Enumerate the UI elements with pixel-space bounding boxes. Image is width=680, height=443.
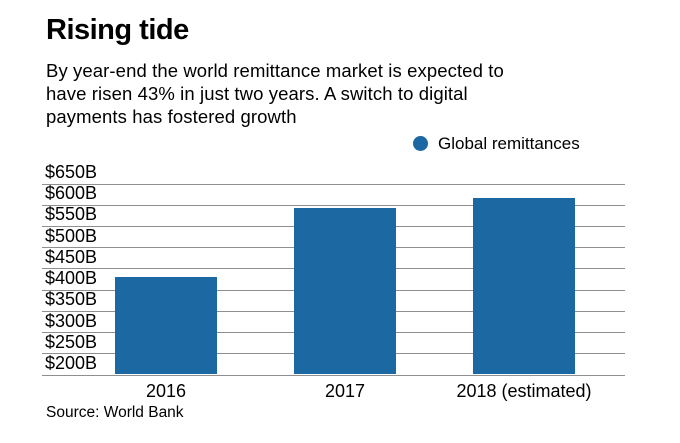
x-tick-label: 2018 (estimated) (456, 381, 592, 401)
y-tick-label: $350B (45, 289, 98, 310)
chart-subtitle: By year-end the world remittance market … (46, 59, 504, 128)
y-tick-label: $600B (45, 183, 98, 204)
subtitle-line-1: By year-end the world remittance market … (46, 60, 504, 81)
legend-dot-icon (413, 136, 428, 151)
chart-title: Rising tide (46, 14, 189, 46)
y-tick-label: $500B (45, 225, 98, 246)
y-tick-label: $450B (45, 246, 98, 267)
gridline (42, 204, 625, 206)
gridline (42, 374, 625, 376)
x-tick-label: 2017 (324, 381, 366, 401)
source-attribution: Source: World Bank (46, 404, 184, 421)
x-tick-label: 2016 (145, 381, 187, 401)
bar-2016 (115, 277, 217, 375)
y-tick-label: $550B (45, 204, 98, 225)
y-tick-label: $200B (45, 353, 98, 373)
subtitle-line-2: have risen 43% in just two years. A swit… (46, 83, 468, 104)
y-tick-label: $250B (45, 331, 98, 352)
bar-2018 (473, 197, 575, 375)
gridline (42, 183, 625, 185)
subtitle-line-3: payments has fostered growth (46, 106, 297, 127)
y-tick-label: $300B (45, 310, 98, 331)
y-tick-label: $400B (45, 268, 98, 289)
chart-legend: Global remittances (413, 134, 580, 153)
y-tick-label: $650B (45, 162, 98, 182)
bar-2017 (294, 208, 396, 375)
legend-label: Global remittances (438, 133, 580, 153)
